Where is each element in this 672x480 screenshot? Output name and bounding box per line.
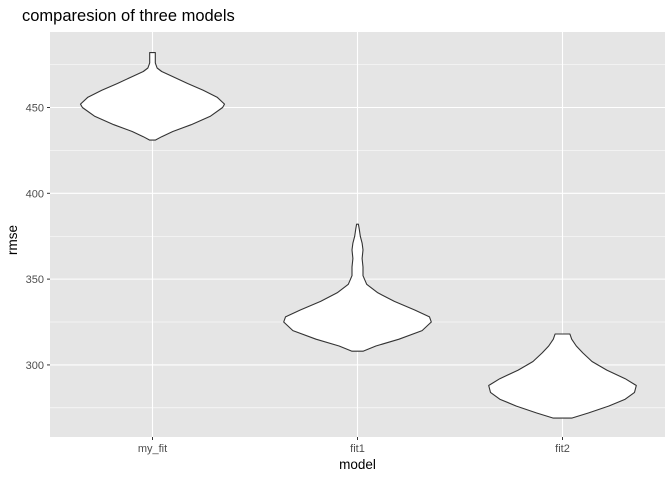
x-tick-label: fit1 — [350, 443, 365, 455]
x-axis-title: model — [339, 457, 376, 472]
y-tick-label: 400 — [26, 188, 44, 200]
y-tick-label: 450 — [26, 103, 44, 115]
x-tick-label: my_fit — [138, 443, 167, 455]
y-tick-label: 350 — [26, 274, 44, 286]
violins — [79, 52, 637, 419]
chart-title: comparesion of three models — [22, 7, 235, 25]
violin-fit2 — [488, 333, 637, 419]
y-axis-title: rmse — [5, 225, 20, 255]
y-tick-label: 300 — [26, 360, 44, 372]
y-axis-ticks: 300 350 400 450 — [26, 103, 50, 372]
violin-fit1 — [283, 223, 432, 352]
violin-my-fit — [79, 52, 226, 141]
x-tick-label: fit2 — [555, 443, 570, 455]
x-axis-ticks: my_fit fit1 fit2 — [138, 437, 570, 455]
